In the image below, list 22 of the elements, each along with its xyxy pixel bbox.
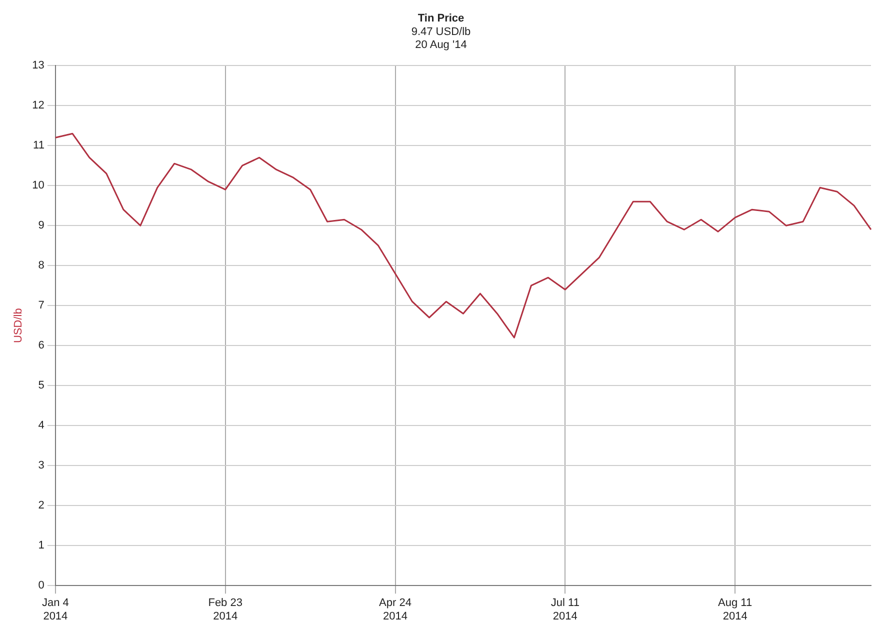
y-tick-label: 4 [38,420,44,432]
x-tick-label: Apr 24 2014 [379,597,412,622]
y-tick-label: 2 [38,500,44,512]
x-tick-label: Aug 11 2014 [718,597,752,622]
y-tick-label: 3 [38,460,44,472]
chart-subtitle: 9.47 USD/lb 20 Aug '14 [411,26,471,52]
y-tick-label: 9 [38,220,44,232]
y-tick-label: 6 [38,340,44,352]
x-tick-label: Jan 4 2014 [42,597,69,622]
y-tick-label: 12 [32,100,44,112]
y-tick-label: 8 [38,260,44,272]
y-tick-label: 5 [38,380,44,392]
y-tick-label: 13 [32,60,44,72]
y-tick-label: 7 [38,300,44,312]
x-tick-label: Jul 11 2014 [550,597,580,622]
chart-title: Tin Price [418,12,464,25]
y-tick-label: 10 [32,180,44,192]
y-tick-label: 0 [38,580,44,592]
x-tick-label: Feb 23 2014 [208,597,242,622]
y-axis-title: USD/lb [12,308,25,344]
y-tick-label: 1 [38,540,44,552]
y-tick-label: 11 [33,140,44,152]
